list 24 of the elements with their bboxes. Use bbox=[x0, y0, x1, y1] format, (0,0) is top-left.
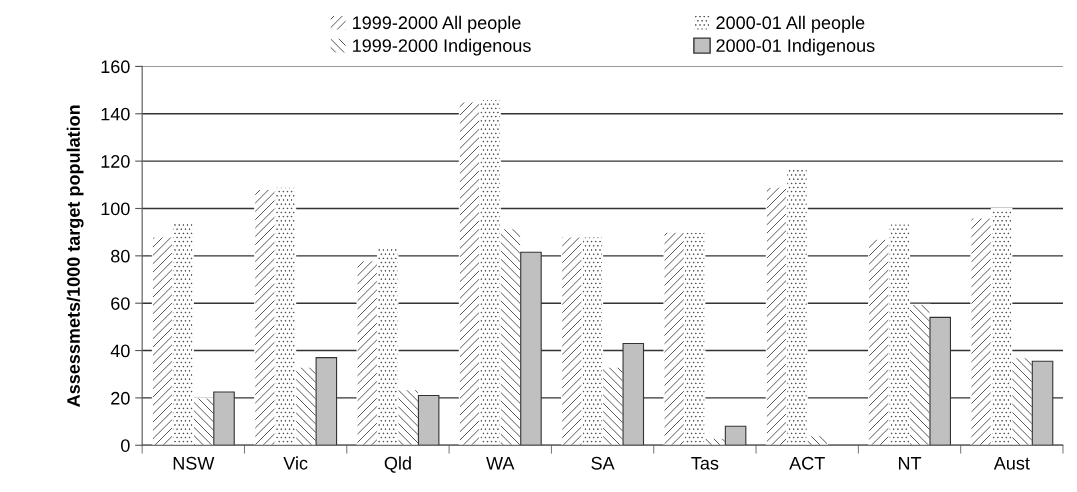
y-tick-label: 0 bbox=[121, 439, 130, 452]
legend-label: 1999-2000 Indigenous bbox=[353, 38, 531, 56]
y-tick-label: 140 bbox=[101, 107, 130, 121]
legend-label: 1999-2000 All people bbox=[353, 15, 521, 33]
y-tick-label: 40 bbox=[110, 344, 130, 358]
y-tick-label: 60 bbox=[111, 297, 130, 310]
bar bbox=[724, 425, 747, 446]
x-tick-label: NSW bbox=[173, 456, 215, 470]
x-tick-label: Aust bbox=[993, 457, 1030, 470]
legend-label: 2000-01 Indigenous bbox=[716, 38, 875, 56]
y-tick-label: 160 bbox=[101, 60, 130, 74]
x-tick-label: NT bbox=[898, 457, 922, 470]
legend-label: 2000-01 All people bbox=[716, 15, 865, 33]
x-tick-label: WA bbox=[486, 457, 515, 470]
x-tick-label: SA bbox=[591, 456, 615, 470]
x-tick-label: Qld bbox=[384, 456, 411, 473]
y-tick-label: 80 bbox=[111, 249, 130, 263]
y-axis-title: Assessmets/1000 target population bbox=[66, 105, 84, 407]
x-tick-label: Vic bbox=[283, 456, 308, 470]
x-tick-label: Tas bbox=[691, 457, 719, 470]
y-tick-label: 120 bbox=[101, 155, 130, 168]
y-tick-label: 100 bbox=[101, 202, 130, 216]
y-tick-label: 20 bbox=[111, 391, 130, 405]
x-tick-label: ACT bbox=[789, 456, 825, 470]
